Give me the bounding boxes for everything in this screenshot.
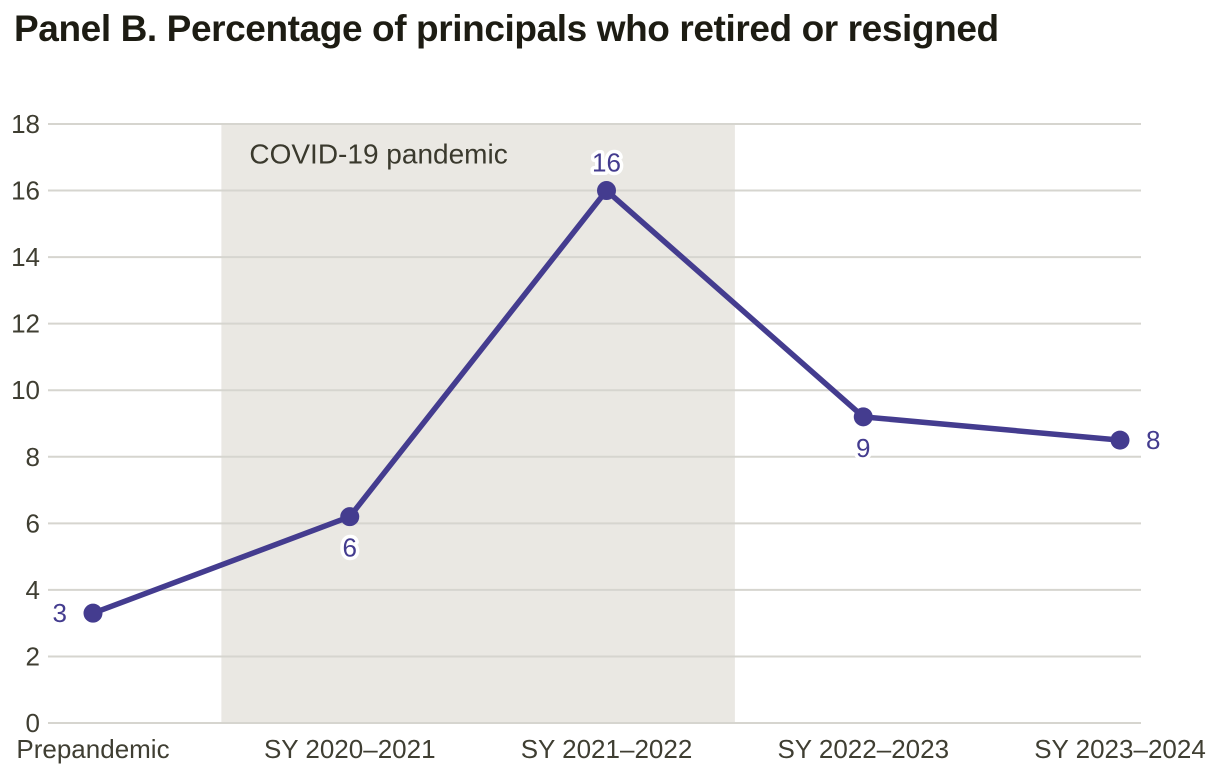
x-axis-tick-label: SY 2022–2023 [777, 734, 949, 764]
x-axis-tick-label: SY 2020–2021 [264, 734, 436, 764]
y-axis-tick-label: 16 [11, 176, 40, 206]
chart-title: Panel B. Percentage of principals who re… [14, 8, 999, 49]
y-axis-tick-label: 6 [26, 508, 40, 538]
y-axis-tick-label: 0 [26, 708, 40, 738]
y-axis-tick-label: 4 [26, 575, 40, 605]
line-chart: 0 2 4 6 8 10 12 14 16 18 Prepandemic SY 2020–2021 SY… [11, 109, 1206, 764]
data-point-label: 16 [592, 148, 621, 178]
pandemic-band [221, 124, 735, 723]
data-point-label: 6 [343, 533, 357, 563]
y-axis-tick-label: 10 [11, 375, 40, 405]
y-axis-tick-label: 14 [11, 242, 40, 272]
data-point [83, 603, 103, 623]
data-point [853, 407, 873, 427]
y-axis-tick-label: 8 [26, 442, 40, 472]
y-axis-tick-label: 2 [26, 641, 40, 671]
data-point [597, 181, 616, 201]
x-axis-tick-label: SY 2021–2022 [521, 734, 693, 764]
data-point-label: 3 [53, 598, 67, 628]
data-point-label: 9 [856, 433, 870, 463]
data-point-label: 8 [1146, 425, 1160, 455]
y-axis-tick-label: 12 [11, 309, 40, 339]
data-point [340, 507, 360, 527]
x-axis-tick-label: SY 2023–2024 [1034, 734, 1206, 764]
y-axis-tick-label: 18 [11, 109, 40, 139]
pandemic-band-label: COVID-19 pandemic [249, 139, 507, 170]
x-axis-tick-label: Prepandemic [16, 734, 169, 764]
data-point [1110, 430, 1130, 450]
